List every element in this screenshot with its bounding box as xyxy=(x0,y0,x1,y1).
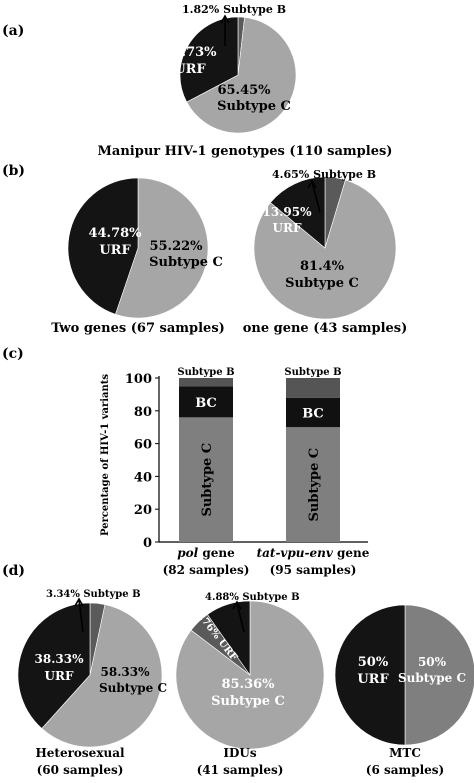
pie-d1-samples: (60 samples) xyxy=(37,763,124,777)
y-tick-label: 0 xyxy=(143,536,152,551)
pie-d1-urf-name: URF xyxy=(45,669,74,683)
panel-label-a: (a) xyxy=(2,23,24,39)
pie-slice-urf xyxy=(67,177,139,315)
pie-slice-subtype-c xyxy=(115,177,209,319)
pie-b2-urf-value: 13.95% xyxy=(263,205,313,219)
pie-d1-urf-value: 38.33% xyxy=(35,652,85,666)
panel-label-d: (d) xyxy=(2,563,25,579)
pie-a-urf-name: URF xyxy=(174,62,206,77)
pie-d1-subtype-c-name: Subtype C xyxy=(99,681,167,695)
pie-chart-mtc xyxy=(334,604,474,746)
pie-slice-subtype-c xyxy=(404,604,474,746)
callout-arrow-line xyxy=(311,181,321,213)
pie-d3-subtype-c-name: Subtype C xyxy=(398,671,466,685)
y-tick-label: 40 xyxy=(134,470,152,485)
pie-slice-subtype-c xyxy=(41,604,163,748)
y-tick-label: 100 xyxy=(125,372,152,387)
bar-label-subtype-c: Subtype C xyxy=(307,448,322,522)
callout-arrow-head xyxy=(74,597,84,607)
stacked-bar-chart: 0 20 40 60 80 100 Subtype C BC Subtype B Subtype … xyxy=(125,367,368,551)
pie-b2-subtype-c-name: Subtype C xyxy=(285,276,359,291)
callout-arrow-head xyxy=(220,14,230,24)
pie-d1-subtype-b-label: 3.34% Subtype B xyxy=(46,589,141,600)
bar-label-subtype-c: Subtype C xyxy=(200,443,215,517)
panel-label-b: (b) xyxy=(2,163,25,179)
y-tick-label: 60 xyxy=(134,438,152,453)
pie-d2-samples: (41 samples) xyxy=(197,763,284,777)
pie-a-subtype-c-value: 65.45% xyxy=(217,83,271,98)
bar-category-2-samples: (95 samples) xyxy=(270,563,357,577)
bar-segment-subtype-b xyxy=(179,378,233,387)
bar-segment-bc xyxy=(286,397,340,428)
pie-slice-urf xyxy=(334,604,406,746)
pie-d2-subtype-c-name: Subtype C xyxy=(211,694,285,709)
bar-category-2-label: tat-vpu-env gene xyxy=(257,546,370,560)
pie-b1-caption: Two genes (67 samples) xyxy=(51,321,225,336)
bar-segment-bc xyxy=(179,386,233,418)
pie-b1-urf-name: URF xyxy=(99,243,131,258)
panel-label-c: (c) xyxy=(2,346,24,362)
y-tick-label: 20 xyxy=(134,503,152,518)
pie-chart-one-gene xyxy=(253,176,397,320)
pie-d3-urf-value: 50% xyxy=(358,655,389,670)
pie-slice-urf xyxy=(206,600,251,676)
pie-a-subtype-b-label: 1.82% Subtype B xyxy=(182,3,286,16)
bar-segment-subtype-c xyxy=(179,417,233,542)
bar-chart-ylabel: Percentage of HIV-1 variants xyxy=(100,374,111,536)
pie-b1-subtype-c-name: Subtype C xyxy=(149,255,223,270)
pie-d3-urf-name: URF xyxy=(357,672,389,687)
pie-d1-caption: Heterosexual xyxy=(35,746,125,760)
pie-d2-subtype-c-value: 85.36% xyxy=(221,677,275,692)
pie-d3-subtype-c-value: 50% xyxy=(418,655,447,669)
y-tick-label: 80 xyxy=(134,405,152,420)
pie-slice-urf xyxy=(270,176,326,249)
bar-label-bc: BC xyxy=(195,396,217,411)
pie-b1-urf-value: 44.78% xyxy=(88,226,142,241)
pie-chart-heterosexual xyxy=(17,597,163,748)
pie-slice-subtype-c xyxy=(253,179,397,320)
bar-category-1-samples: (82 samples) xyxy=(163,563,250,577)
pie-b1-subtype-c-value: 55.22% xyxy=(149,239,203,254)
pie-d3-caption: MTC xyxy=(389,746,421,760)
pie-d1-subtype-c-value: 58.33% xyxy=(101,665,151,679)
pie-b2-caption: one gene (43 samples) xyxy=(243,321,408,336)
pie-chart-manipur xyxy=(179,14,297,134)
pie-d3-samples: (6 samples) xyxy=(366,763,444,777)
bar-label-subtype-b: Subtype B xyxy=(284,367,341,378)
pie-d2-subtype-b-label: 4.88% Subtype B xyxy=(205,592,300,603)
bar-segment-subtype-c xyxy=(286,427,340,542)
bar-segment-subtype-b xyxy=(286,378,340,398)
callout-arrow-head xyxy=(307,179,317,189)
pie-slice-subtype-c xyxy=(186,17,297,134)
pie-chart-idus xyxy=(175,600,325,750)
callout-arrow-line xyxy=(78,599,84,633)
pie-b2-subtype-c-value: 81.4% xyxy=(300,259,345,274)
pie-a-subtype-c-name: Subtype C xyxy=(217,99,291,114)
callout-arrow-line xyxy=(236,602,245,633)
pie-a-caption: Manipur HIV-1 genotypes (110 samples) xyxy=(98,144,393,159)
pie-a-urf-value: 32.73% xyxy=(163,45,217,60)
pie-slice-urf xyxy=(17,602,91,729)
bar-label-subtype-b: Subtype B xyxy=(177,367,234,378)
pie-chart-two-genes xyxy=(67,177,209,319)
pie-b2-subtype-b-label: 4.65% Subtype B xyxy=(272,168,376,181)
bar-label-bc: BC xyxy=(302,406,324,421)
pie-d2-caption: IDUs xyxy=(223,746,256,760)
bar-category-1-label: pol gene xyxy=(177,546,235,560)
pie-b2-urf-name: URF xyxy=(273,221,302,235)
callout-arrow-head xyxy=(232,600,242,610)
